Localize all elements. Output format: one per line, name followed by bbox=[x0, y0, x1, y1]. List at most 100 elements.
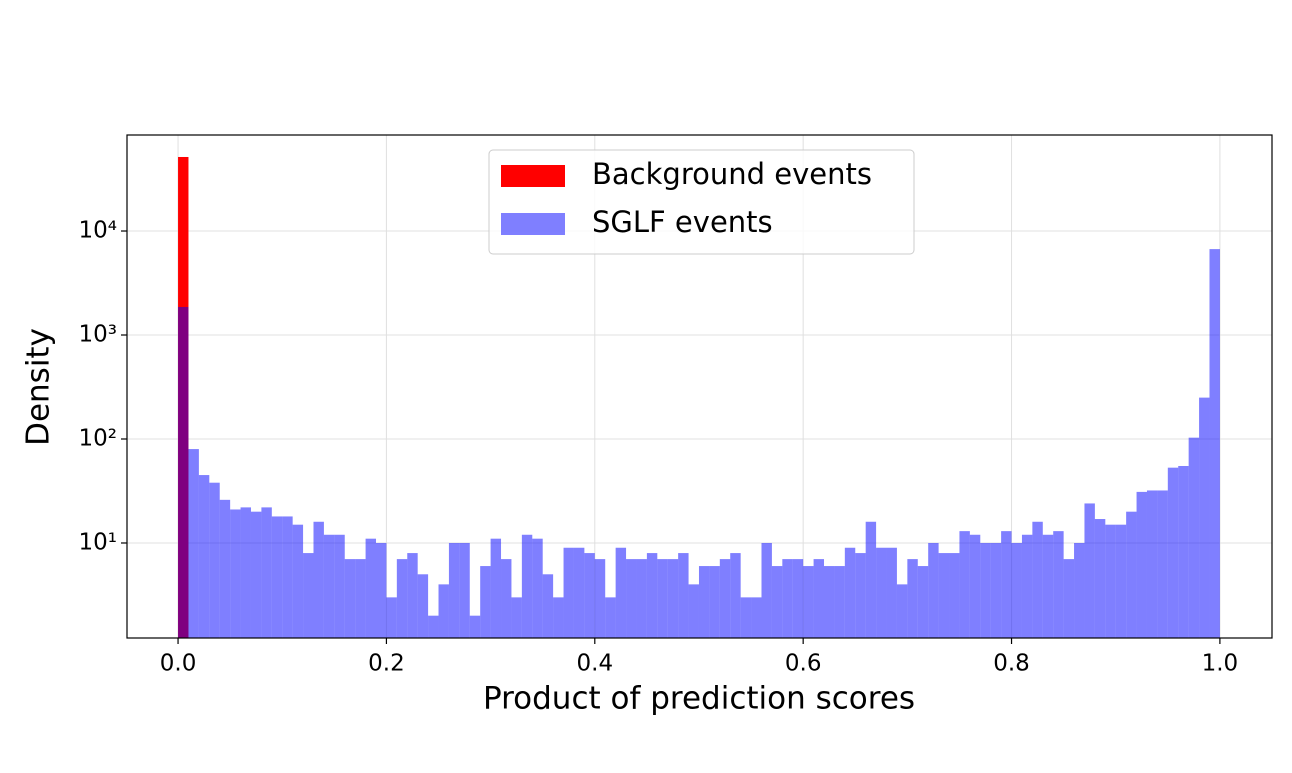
bar bbox=[1063, 559, 1075, 638]
bar bbox=[490, 538, 502, 638]
bar bbox=[928, 542, 939, 638]
bar bbox=[428, 615, 439, 638]
bar bbox=[355, 559, 366, 638]
bar bbox=[188, 449, 199, 638]
bar bbox=[824, 566, 835, 638]
bar bbox=[542, 574, 554, 638]
bar bbox=[521, 534, 533, 638]
bar bbox=[990, 542, 1002, 638]
bar bbox=[615, 547, 627, 638]
bar bbox=[1209, 249, 1220, 638]
bar bbox=[636, 559, 647, 638]
bar bbox=[303, 553, 314, 638]
bar bbox=[761, 542, 772, 638]
legend-swatch bbox=[501, 213, 565, 235]
bar bbox=[594, 559, 606, 638]
bar bbox=[605, 597, 616, 638]
legend-swatch bbox=[501, 165, 565, 187]
bar bbox=[1136, 491, 1147, 638]
bar bbox=[886, 547, 897, 638]
y-tick-label: 10² bbox=[79, 425, 118, 451]
bar bbox=[365, 538, 377, 638]
bar bbox=[1146, 490, 1158, 638]
bar bbox=[709, 566, 720, 638]
bar bbox=[626, 559, 637, 638]
bar bbox=[1042, 534, 1054, 638]
bar bbox=[198, 475, 210, 638]
bar bbox=[667, 559, 679, 638]
bar bbox=[865, 521, 877, 638]
bar bbox=[209, 482, 220, 638]
bar bbox=[688, 584, 699, 638]
bar bbox=[563, 547, 574, 638]
bar bbox=[657, 559, 668, 638]
bar bbox=[1178, 465, 1189, 638]
bar bbox=[938, 553, 950, 638]
bar bbox=[834, 566, 845, 638]
bar bbox=[219, 499, 231, 638]
bar bbox=[813, 559, 825, 638]
bar bbox=[240, 507, 251, 638]
bar bbox=[1094, 519, 1106, 638]
x-tick-label: 0.4 bbox=[577, 651, 614, 677]
bar bbox=[584, 553, 595, 638]
y-tick-label: 10³ bbox=[79, 322, 118, 348]
bar bbox=[178, 306, 189, 638]
y-axis-label: Density bbox=[21, 328, 57, 446]
bar bbox=[792, 559, 804, 638]
bar bbox=[1084, 503, 1095, 638]
x-tick-label: 0.0 bbox=[160, 651, 197, 677]
legend-label: SGLF events bbox=[592, 205, 773, 239]
bar bbox=[678, 553, 689, 638]
bar bbox=[292, 524, 304, 638]
bar bbox=[396, 559, 408, 638]
plot-frame bbox=[126, 134, 1273, 639]
bar bbox=[323, 534, 335, 638]
bar bbox=[344, 559, 356, 638]
bar bbox=[949, 553, 960, 638]
bar bbox=[698, 566, 710, 638]
y-tick-label: 10¹ bbox=[79, 529, 118, 555]
bar bbox=[313, 521, 324, 638]
bar bbox=[271, 516, 283, 638]
bar bbox=[855, 553, 866, 638]
bar bbox=[417, 574, 429, 638]
bar bbox=[386, 597, 397, 638]
bar bbox=[980, 542, 991, 638]
bar bbox=[282, 516, 293, 638]
bar bbox=[1115, 524, 1127, 638]
bar bbox=[844, 547, 856, 638]
x-tick-label: 0.2 bbox=[368, 651, 405, 677]
bar bbox=[334, 534, 345, 638]
bar bbox=[469, 615, 481, 638]
bar bbox=[1011, 542, 1022, 638]
bar bbox=[438, 584, 449, 638]
bar bbox=[1105, 524, 1116, 638]
bar bbox=[876, 547, 887, 638]
bar bbox=[917, 566, 929, 638]
bar bbox=[1021, 534, 1033, 638]
bar bbox=[730, 553, 741, 638]
bar bbox=[719, 559, 731, 638]
bar bbox=[1188, 437, 1200, 638]
legend-box bbox=[488, 149, 915, 255]
bar bbox=[511, 597, 522, 638]
bar bbox=[646, 553, 658, 638]
bar bbox=[969, 534, 981, 638]
bar bbox=[407, 553, 418, 638]
bar bbox=[573, 547, 585, 638]
bar bbox=[1001, 531, 1012, 638]
bar bbox=[459, 542, 470, 638]
legend-label: Background events bbox=[592, 157, 872, 191]
x-tick-label: 0.6 bbox=[785, 651, 822, 677]
bar bbox=[782, 559, 793, 638]
bar bbox=[959, 531, 970, 638]
bar bbox=[1074, 542, 1085, 638]
bar bbox=[376, 542, 387, 638]
bar bbox=[1199, 397, 1210, 638]
bar bbox=[1167, 467, 1179, 638]
bar bbox=[896, 584, 908, 638]
bar bbox=[448, 542, 460, 638]
x-axis-label: Product of prediction scores bbox=[483, 681, 915, 717]
